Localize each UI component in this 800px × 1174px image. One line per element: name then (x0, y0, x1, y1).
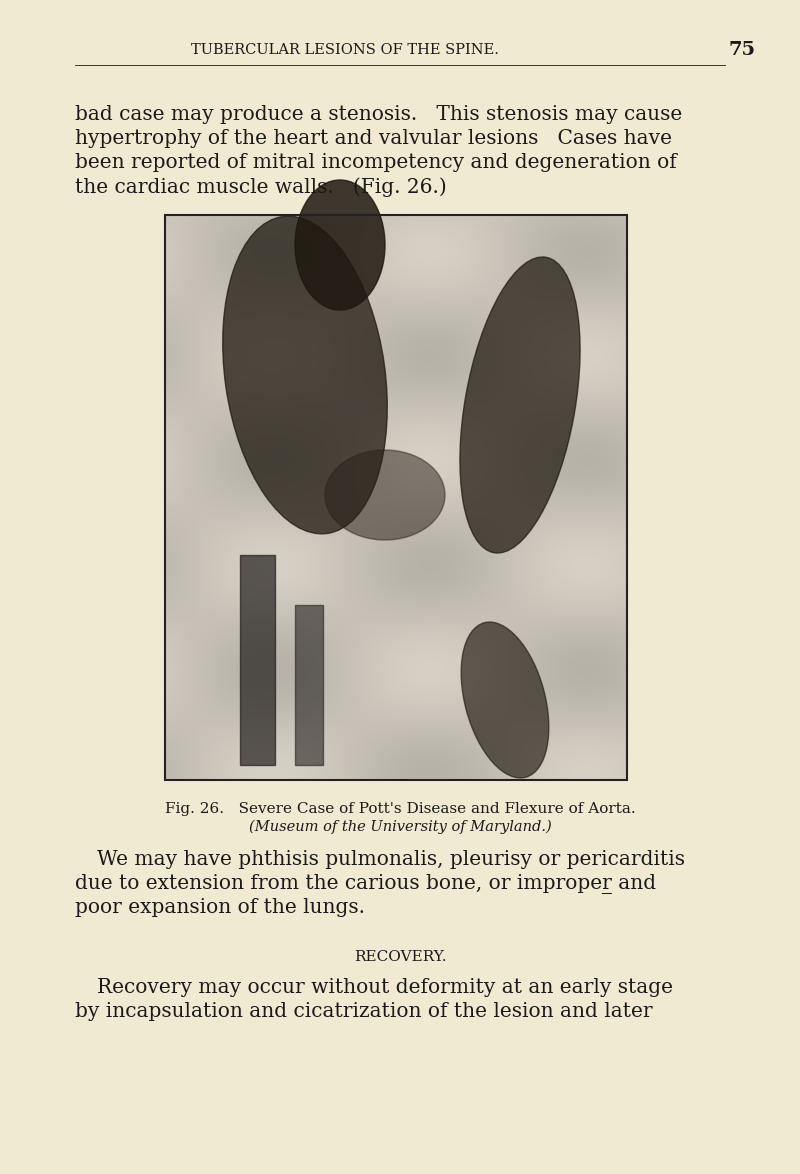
Bar (165, 215, 627, 780)
Text: bad case may produce a stenosis.   This stenosis may cause: bad case may produce a stenosis. This st… (75, 104, 682, 124)
Text: We may have phthisis pulmonalis, pleurisy or pericarditis: We may have phthisis pulmonalis, pleuris… (97, 850, 685, 869)
Text: due to extension from the carious bone, or improper̲ and: due to extension from the carious bone, … (75, 873, 656, 893)
Text: the cardiac muscle walls.   (Fig. 26.): the cardiac muscle walls. (Fig. 26.) (75, 177, 446, 197)
Text: 75: 75 (729, 41, 755, 59)
Text: Fig. 26.   Severe Case of Pott's Disease and Flexure of Aorta.: Fig. 26. Severe Case of Pott's Disease a… (165, 802, 635, 816)
Text: (Museum of the University of Maryland.): (Museum of the University of Maryland.) (249, 819, 551, 835)
Ellipse shape (460, 257, 580, 553)
Ellipse shape (222, 216, 387, 534)
Ellipse shape (295, 180, 385, 310)
Text: RECOVERY.: RECOVERY. (354, 950, 446, 964)
Text: been reported of mitral incompetency and degeneration of: been reported of mitral incompetency and… (75, 153, 677, 173)
Text: poor expansion of the lungs.: poor expansion of the lungs. (75, 898, 365, 917)
Ellipse shape (325, 450, 445, 540)
Text: TUBERCULAR LESIONS OF THE SPINE.: TUBERCULAR LESIONS OF THE SPINE. (191, 43, 499, 58)
Bar (240, 555, 275, 765)
Text: hypertrophy of the heart and valvular lesions   Cases have: hypertrophy of the heart and valvular le… (75, 129, 672, 148)
Text: Recovery may occur without deformity at an early stage: Recovery may occur without deformity at … (97, 978, 673, 997)
Text: by incapsulation and cicatrization of the lesion and later: by incapsulation and cicatrization of th… (75, 1001, 653, 1021)
Bar (295, 605, 323, 765)
Ellipse shape (461, 622, 549, 778)
